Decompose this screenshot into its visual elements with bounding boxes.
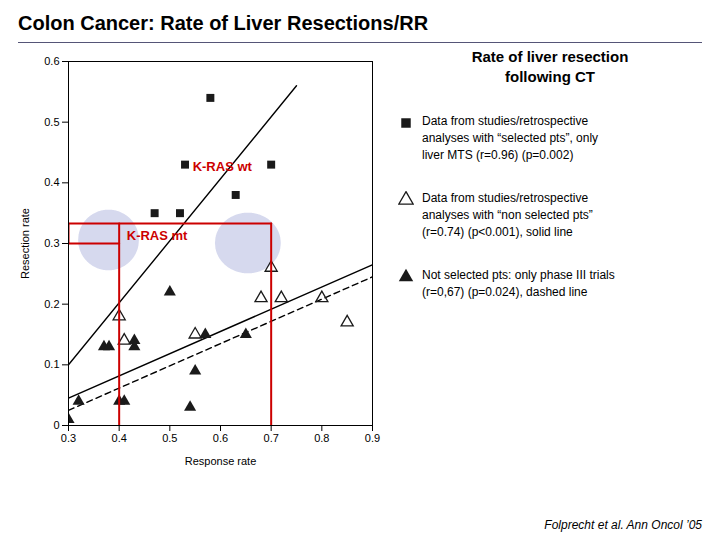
html-text:Rate of liver resection follow: Rate of liver resection following CT [471,48,629,85]
svg-text:0.4: 0.4 [44,176,59,188]
svg-text:0.8: 0.8 [314,432,329,444]
svg-text:0.7: 0.7 [264,432,279,444]
svg-text:0.9: 0.9 [365,432,380,444]
svg-text:0.3: 0.3 [61,432,76,444]
svg-text:K-RAS wt: K-RAS wt [193,159,253,174]
svg-text:0.1: 0.1 [44,358,59,370]
svg-text:0: 0 [53,419,59,431]
svg-text:0.5: 0.5 [162,432,177,444]
svg-text:K-RAS mt: K-RAS mt [127,228,188,243]
svg-text:0.5: 0.5 [44,116,59,128]
svg-text:0.6: 0.6 [44,55,59,67]
svg-text:Resection rate: Resection rate [19,208,31,279]
svg-text:Response rate: Response rate [185,455,257,467]
svg-text:0.4: 0.4 [112,432,127,444]
svg-text:0.3: 0.3 [44,237,59,249]
svg-text:0.2: 0.2 [44,298,59,310]
svg-text:0.6: 0.6 [213,432,228,444]
html-text:Folprecht et al. Ann Oncol ’05: Folprecht et al. Ann Oncol ’05 [544,518,702,532]
html-text:Data from studies/retrospectiv: Data from studies/retrospective analyses… [422,191,593,239]
html-text:Colon Cancer: Rate of Liver Re: Colon Cancer: Rate of Liver Resections/R… [18,12,429,34]
html-text:Data from studies/retrospectiv: Data from studies/retrospective analyses… [422,114,599,162]
html-text:Not selected pts: only phase I: Not selected pts: only phase III trials … [422,268,615,299]
